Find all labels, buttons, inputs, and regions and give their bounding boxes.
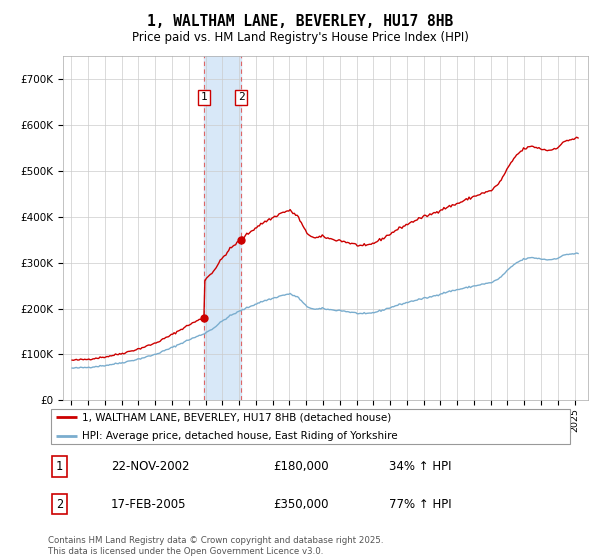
- Text: 34% ↑ HPI: 34% ↑ HPI: [389, 460, 452, 473]
- Text: 22-NOV-2002: 22-NOV-2002: [111, 460, 190, 473]
- Text: Contains HM Land Registry data © Crown copyright and database right 2025.
This d: Contains HM Land Registry data © Crown c…: [48, 536, 383, 556]
- Text: 1, WALTHAM LANE, BEVERLEY, HU17 8HB: 1, WALTHAM LANE, BEVERLEY, HU17 8HB: [147, 14, 453, 29]
- Text: 2: 2: [238, 92, 245, 102]
- Text: 1: 1: [56, 460, 63, 473]
- Text: 17-FEB-2005: 17-FEB-2005: [111, 498, 187, 511]
- Text: HPI: Average price, detached house, East Riding of Yorkshire: HPI: Average price, detached house, East…: [82, 431, 398, 441]
- Text: £350,000: £350,000: [274, 498, 329, 511]
- FancyBboxPatch shape: [50, 409, 571, 444]
- Text: 2: 2: [56, 498, 63, 511]
- Text: £180,000: £180,000: [274, 460, 329, 473]
- Bar: [204, 56, 241, 400]
- Text: 1: 1: [200, 92, 207, 102]
- Text: Price paid vs. HM Land Registry's House Price Index (HPI): Price paid vs. HM Land Registry's House …: [131, 31, 469, 44]
- Text: 1, WALTHAM LANE, BEVERLEY, HU17 8HB (detached house): 1, WALTHAM LANE, BEVERLEY, HU17 8HB (det…: [82, 412, 391, 422]
- Text: 77% ↑ HPI: 77% ↑ HPI: [389, 498, 452, 511]
